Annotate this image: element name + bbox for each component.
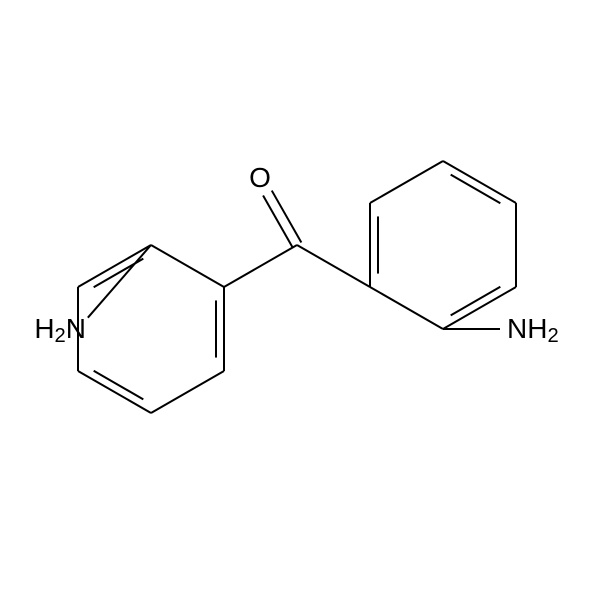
bond (443, 287, 516, 329)
bond (151, 245, 224, 287)
bond (224, 245, 297, 287)
bonds-layer (78, 161, 516, 413)
atom-label-N_left: H2N (34, 313, 86, 347)
bond (443, 161, 516, 203)
atom-label-N_right: NH2 (507, 313, 559, 347)
atom-label-O: O (249, 162, 271, 193)
labels-layer: O H2N NH2 (34, 162, 558, 347)
bond (78, 371, 151, 413)
chemical-structure: O H2N NH2 (0, 0, 600, 600)
bond (263, 196, 293, 248)
bond (272, 191, 302, 243)
bond (151, 371, 224, 413)
bond (297, 245, 370, 287)
bond (88, 245, 151, 318)
bond (370, 287, 443, 329)
bond (370, 161, 443, 203)
bond (78, 245, 151, 287)
